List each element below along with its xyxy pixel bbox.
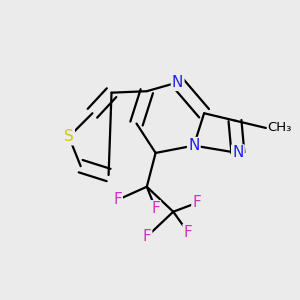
Text: F: F bbox=[113, 193, 122, 208]
Text: F: F bbox=[151, 201, 160, 216]
Text: F: F bbox=[142, 229, 151, 244]
Text: F: F bbox=[184, 225, 192, 240]
Text: N: N bbox=[188, 138, 200, 153]
Text: S: S bbox=[64, 129, 74, 144]
Text: CH₃: CH₃ bbox=[267, 122, 292, 134]
Text: N: N bbox=[172, 75, 183, 90]
Text: N: N bbox=[232, 146, 244, 160]
Text: F: F bbox=[192, 195, 201, 210]
